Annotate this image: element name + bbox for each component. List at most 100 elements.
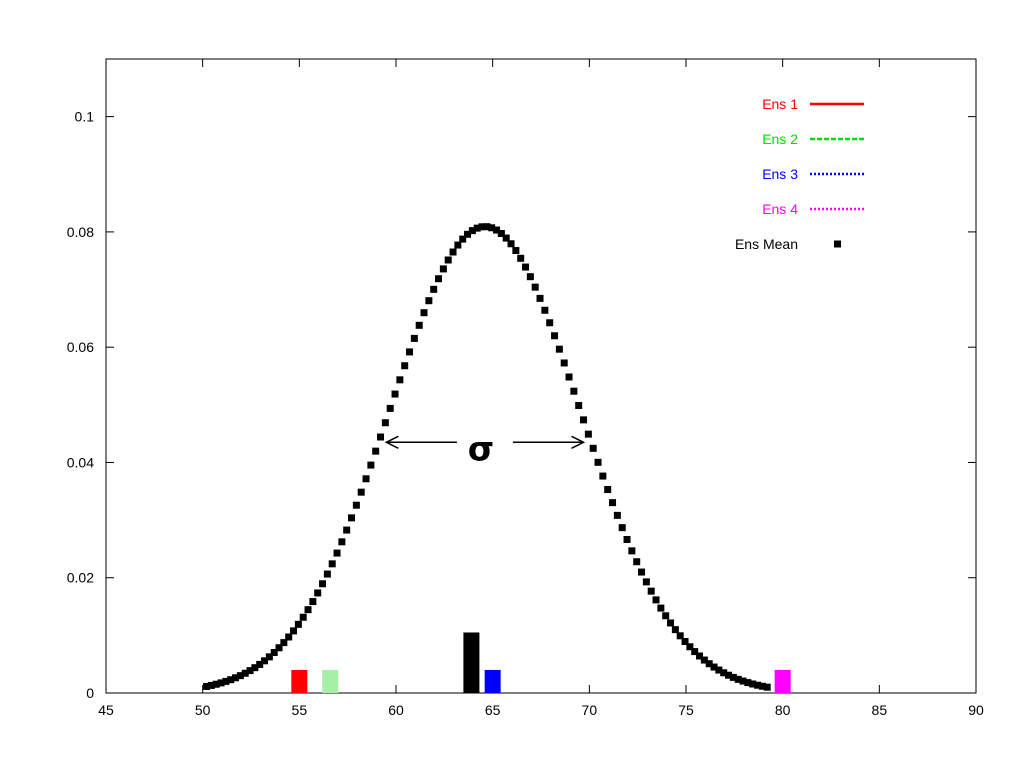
ens-mean-point-53 <box>459 235 467 243</box>
ens-mean-point-14 <box>270 649 278 657</box>
ens-mean-point-50 <box>444 256 452 264</box>
ens-mean-point-15 <box>275 644 283 652</box>
ens-mean-point-65 <box>517 254 525 262</box>
ens-mean-point-32 <box>357 488 365 496</box>
x-tick-label: 60 <box>388 702 404 718</box>
ens-mean-point-106 <box>715 666 723 674</box>
ens-mean-point-23 <box>314 589 322 597</box>
legend-label-3: Ens 4 <box>762 201 798 217</box>
ens-mean-point-75 <box>565 373 573 381</box>
ens-mean-point-74 <box>560 359 568 367</box>
ens-mean-point-33 <box>362 475 370 483</box>
ens-mean-point-84 <box>609 499 617 507</box>
ens-mean-point-11 <box>256 660 264 668</box>
ens-mean-point-111 <box>739 677 747 685</box>
ens-mean-point-92 <box>647 587 655 595</box>
ens-mean-point-95 <box>662 612 670 620</box>
ens-mean-point-101 <box>691 648 699 656</box>
ens-mean-point-102 <box>696 652 704 660</box>
ens-mean-point-0 <box>203 682 211 690</box>
axis-ticks: 45 50 55 60 65 70 75 80 85 90 0 0.02 0.04 0.06 0.08 0.1 <box>67 59 984 718</box>
ens-mean-point-8 <box>241 669 249 677</box>
sigma-label: σ <box>468 429 494 469</box>
ens-mean-point-109 <box>729 673 737 681</box>
x-tick-label: 90 <box>968 702 984 718</box>
ens-mean-point-105 <box>710 663 718 671</box>
ens-mean-point-67 <box>526 273 534 281</box>
ens-mean-point-44 <box>415 321 423 329</box>
legend-swatch-4 <box>834 240 841 248</box>
ens-mean-point-100 <box>686 643 694 651</box>
ens-mean-point-40 <box>396 376 404 384</box>
legend-label-1: Ens 2 <box>762 131 798 147</box>
ens-mean-point-2 <box>212 680 220 688</box>
ensemble-bar-0 <box>291 669 308 693</box>
ens-mean-point-42 <box>406 348 414 356</box>
ens-mean-point-72 <box>551 332 559 340</box>
y-tick-label: 0.04 <box>67 454 94 470</box>
ens-mean-point-28 <box>338 538 346 546</box>
ens-mean-point-80 <box>589 444 597 452</box>
ens-mean-point-68 <box>531 283 539 291</box>
ens-mean-point-99 <box>681 638 689 646</box>
x-tick-label: 65 <box>485 702 501 718</box>
ens-mean-point-39 <box>391 390 399 398</box>
ens-mean-point-30 <box>348 514 356 522</box>
ens-mean-point-71 <box>546 319 554 327</box>
ensemble-bar-4 <box>774 669 791 693</box>
ens-mean-point-46 <box>425 297 433 305</box>
ens-mean-point-107 <box>720 669 728 677</box>
ens-mean-point-82 <box>599 472 607 480</box>
ens-mean-point-36 <box>377 433 385 441</box>
ens-mean-point-87 <box>623 536 631 544</box>
ens-mean-point-63 <box>507 240 515 248</box>
ens-mean-point-22 <box>309 598 317 606</box>
ens-mean-point-12 <box>261 657 269 665</box>
y-tick-label: 0 <box>86 685 94 701</box>
ens-mean-point-89 <box>633 558 641 566</box>
ens-mean-point-55 <box>468 227 476 235</box>
ens-mean-point-51 <box>449 248 457 256</box>
ens-mean-point-97 <box>671 626 679 634</box>
ens-mean-point-13 <box>265 653 273 661</box>
x-tick-label: 45 <box>98 702 114 718</box>
ens-mean-point-56 <box>473 224 481 232</box>
ens-mean-point-62 <box>502 234 510 242</box>
ens-mean-point-108 <box>725 671 733 679</box>
ens-mean-point-31 <box>352 501 360 509</box>
ens-mean-point-25 <box>323 570 331 578</box>
sigma-arrowhead-right <box>571 435 586 449</box>
ens-mean-point-47 <box>430 285 438 293</box>
ens-mean-point-61 <box>497 229 505 237</box>
ens-mean-point-27 <box>333 549 341 557</box>
x-tick-label: 55 <box>292 702 308 718</box>
ens-mean-point-104 <box>705 660 713 668</box>
ens-mean-point-112 <box>744 679 752 687</box>
ens-mean-point-59 <box>488 224 496 232</box>
ens-mean-point-98 <box>676 632 684 640</box>
ens-mean-point-64 <box>512 247 520 255</box>
ens-mean-point-91 <box>642 578 650 586</box>
ens-mean-point-34 <box>367 461 375 469</box>
ens-mean-point-86 <box>618 524 626 532</box>
ens-mean-point-83 <box>604 486 612 494</box>
ens-mean-point-96 <box>667 619 675 627</box>
ens-mean-point-116 <box>763 683 771 691</box>
ens-mean-point-10 <box>251 664 259 672</box>
ens-mean-point-38 <box>386 404 394 412</box>
ens-mean-point-94 <box>657 604 665 612</box>
ens-mean-point-85 <box>613 511 621 519</box>
ens-mean-point-57 <box>478 223 486 231</box>
ens-mean-point-66 <box>522 263 530 271</box>
ensemble-bars <box>291 632 791 693</box>
y-tick-label: 0.08 <box>67 224 94 240</box>
ens-mean-point-6 <box>232 674 240 682</box>
x-tick-label: 85 <box>872 702 888 718</box>
x-tick-label: 75 <box>678 702 694 718</box>
ens-mean-point-115 <box>758 682 766 690</box>
ens-mean-point-37 <box>381 419 389 427</box>
ens-mean-point-60 <box>493 226 501 234</box>
ens-mean-point-45 <box>420 309 428 317</box>
ens-mean-point-21 <box>304 606 312 614</box>
ens-mean-point-20 <box>299 613 307 621</box>
